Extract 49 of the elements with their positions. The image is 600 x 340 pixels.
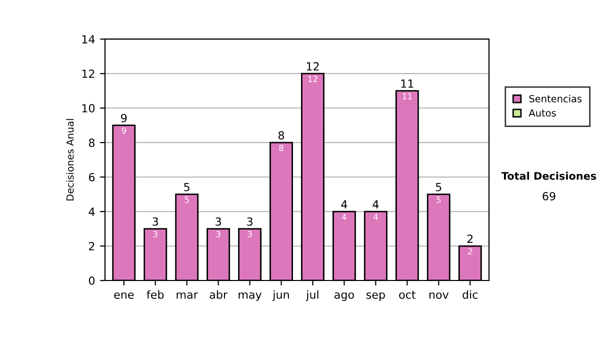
- total-label: 3: [247, 217, 252, 226]
- y-axis-title: Decisiones Anual: [66, 119, 74, 200]
- legend-label: Sentencias: [529, 94, 582, 102]
- data-label: 3: [216, 230, 220, 238]
- x-tick-label: nov: [429, 292, 449, 299]
- y-tick-label: 2: [89, 242, 94, 250]
- y-tick-label: 8: [88, 138, 95, 147]
- x-tick-label: jul: [306, 290, 318, 301]
- x-tick-label: dic: [462, 290, 478, 299]
- text: 69: [542, 192, 556, 200]
- x-tick-label: ago: [334, 292, 354, 301]
- x-tick-label: oct: [399, 290, 416, 299]
- y-tick-label: 0: [88, 276, 95, 285]
- y-tick-label: 10: [82, 104, 95, 112]
- total-label: 3: [216, 217, 221, 226]
- total-label: 5: [184, 183, 190, 192]
- x-tick-label: jun: [272, 290, 289, 301]
- data-label: 4: [373, 214, 378, 220]
- data-label: 11: [402, 93, 412, 100]
- data-label: 5: [436, 196, 441, 203]
- x-tick-label: may: [238, 292, 262, 301]
- data-label: 12: [308, 76, 318, 82]
- total-label: 5: [436, 183, 442, 192]
- data-label: 5: [184, 196, 189, 203]
- data-label: 3: [248, 230, 252, 238]
- x-tick-label: mar: [176, 292, 198, 299]
- total-label: 4: [341, 200, 348, 208]
- total-label: 8: [278, 131, 284, 140]
- data-label: 3: [153, 230, 158, 238]
- x-tick-label: abr: [210, 290, 228, 299]
- y-tick-label: 14: [82, 35, 95, 44]
- y-tick-label: 6: [88, 173, 95, 182]
- total-label: 4: [372, 200, 379, 208]
- x-tick-label: sep: [366, 292, 385, 301]
- y-tick-label: 4: [88, 208, 95, 216]
- x-tick-label: feb: [146, 290, 164, 299]
- y-tick-label: 12: [82, 70, 94, 78]
- total-label: 3: [152, 217, 158, 226]
- data-label: 2: [468, 248, 472, 254]
- total-label: 11: [401, 80, 414, 88]
- x-tick-label: ene: [114, 292, 134, 299]
- data-label: 4: [342, 214, 346, 220]
- total-label: 12: [306, 62, 319, 70]
- total-label: 2: [467, 234, 473, 243]
- legend-label: Autos: [528, 109, 556, 117]
- data-label: 9: [122, 128, 126, 134]
- data-label: 8: [279, 144, 284, 152]
- text: Total Decisiones: [501, 172, 596, 180]
- total-label: 9: [121, 114, 127, 122]
